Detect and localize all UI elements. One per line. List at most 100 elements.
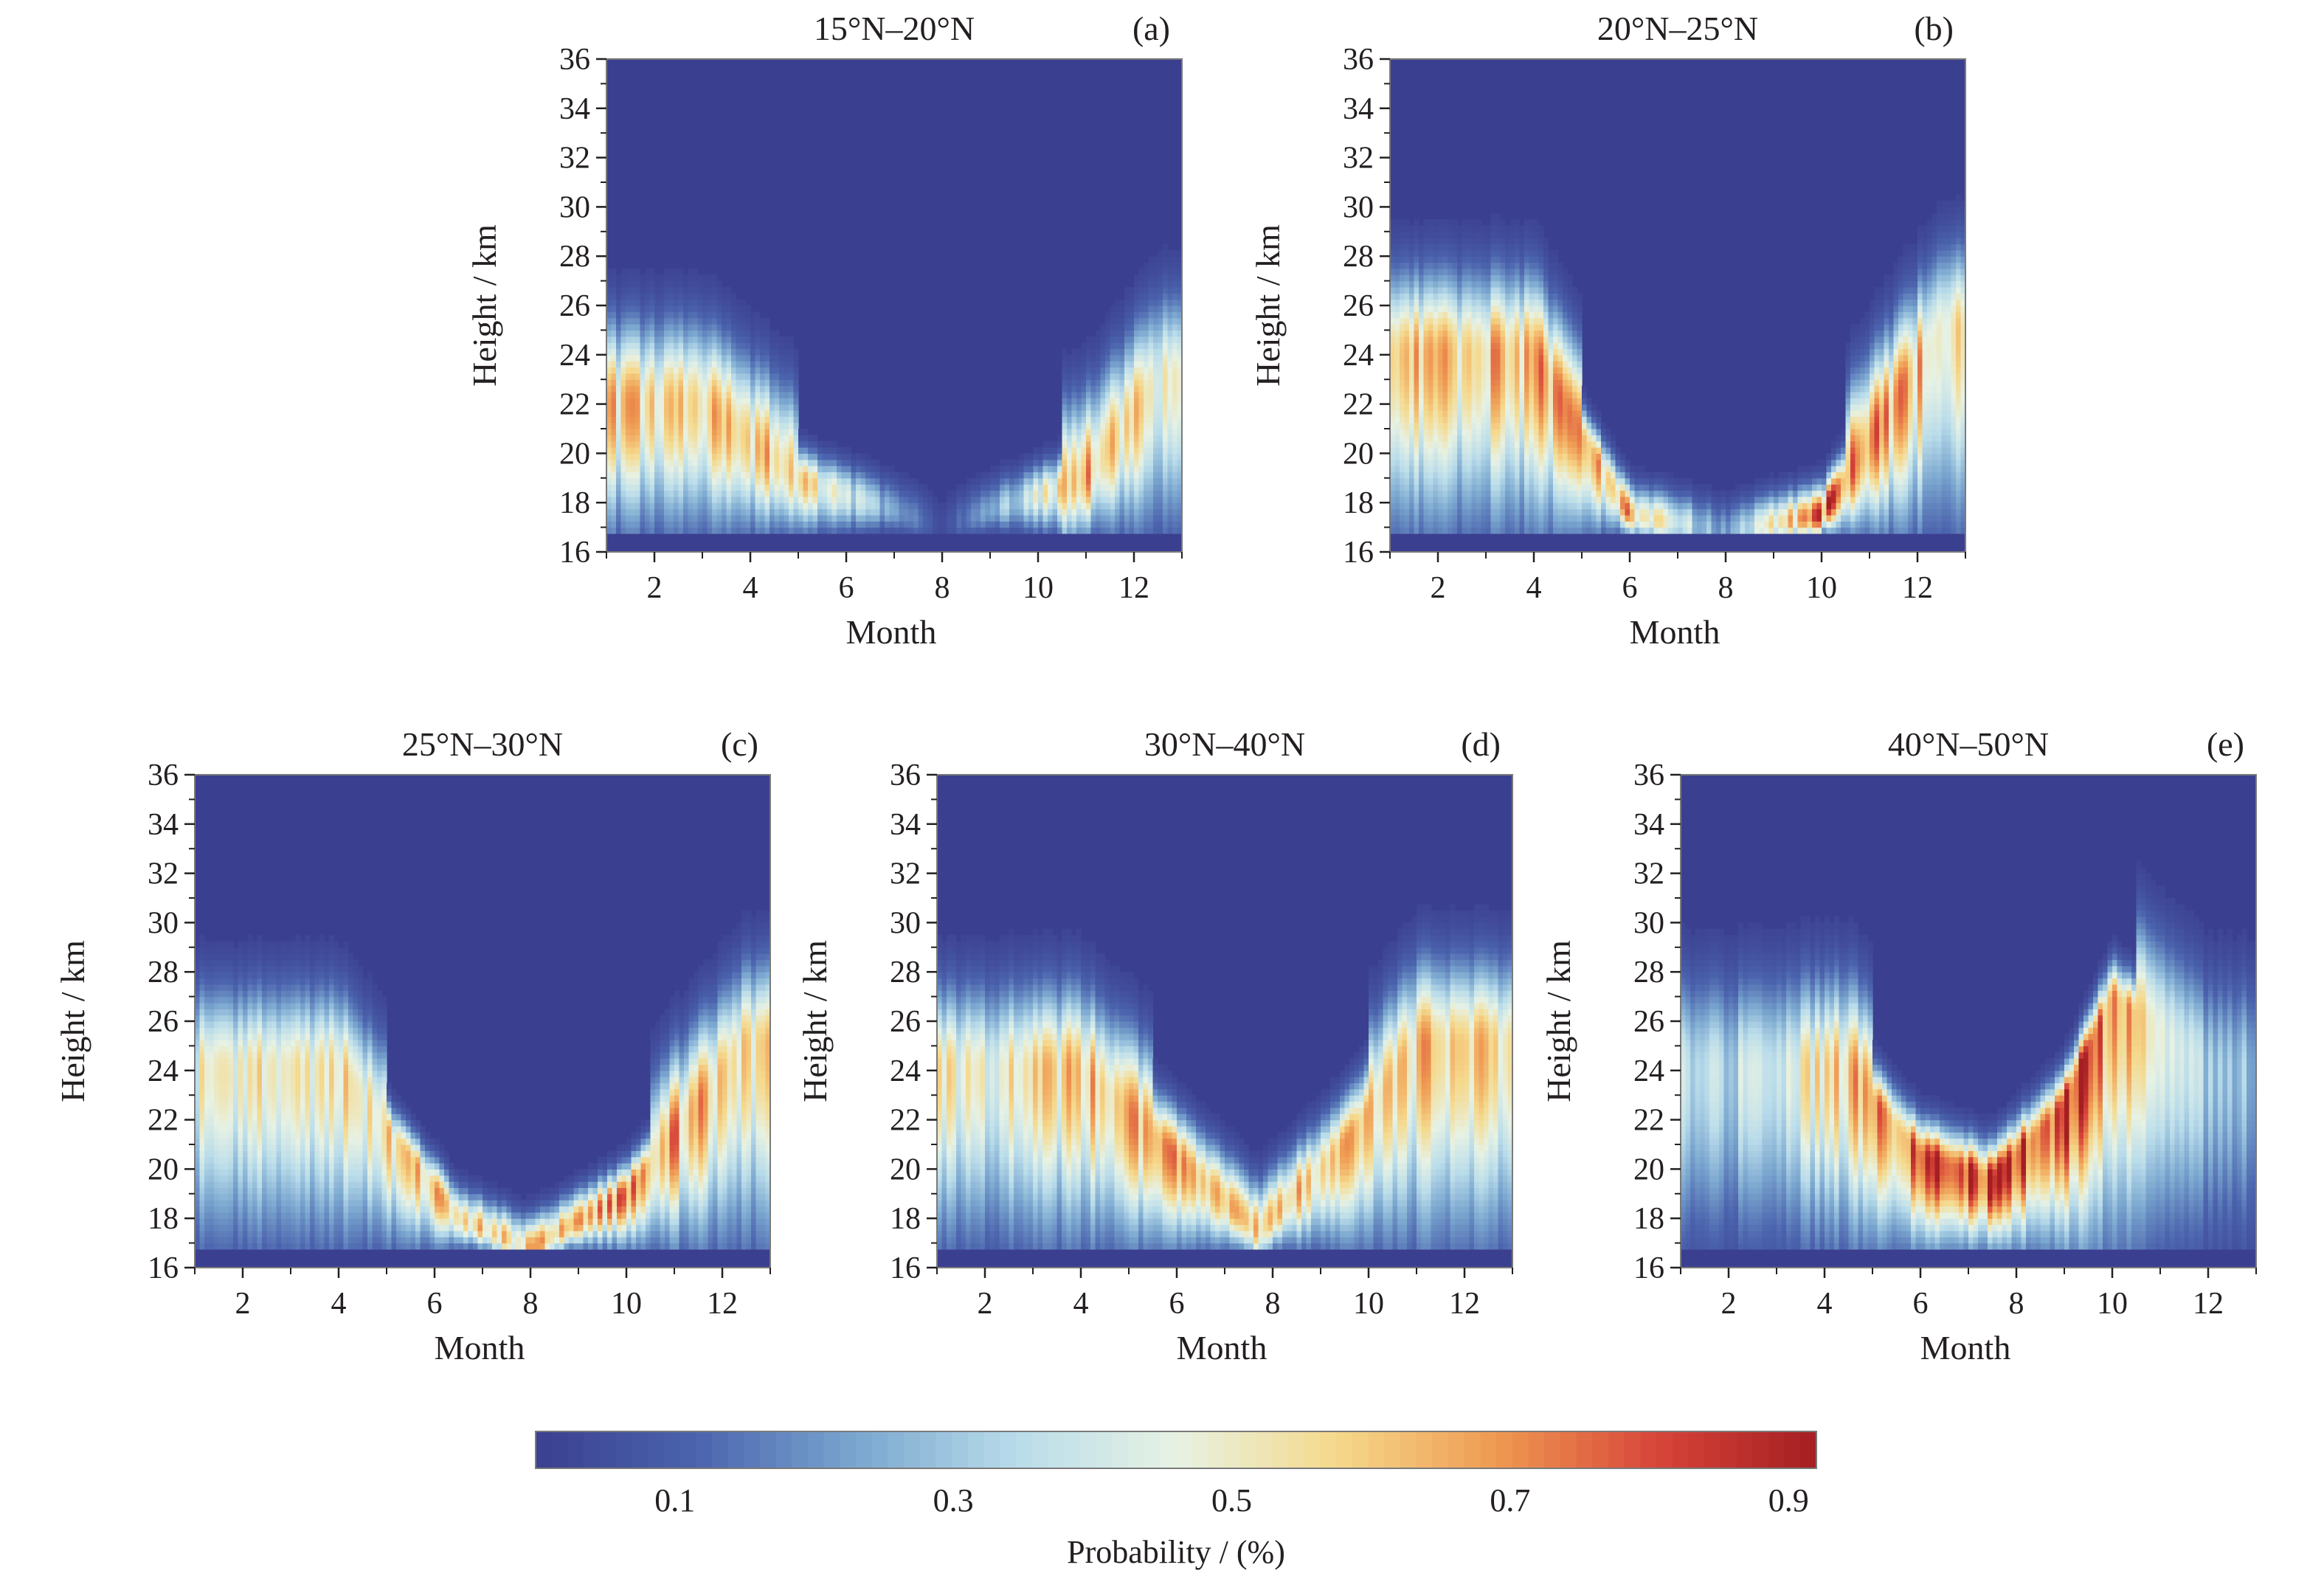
- heatmap-cell: [822, 490, 828, 497]
- heatmap-cell: [1509, 286, 1515, 294]
- heatmap-cell: [760, 324, 766, 331]
- heatmap-cell: [726, 521, 732, 528]
- heatmap-cell: [1423, 440, 1429, 448]
- heatmap-cell: [693, 466, 699, 473]
- heatmap-cell: [1014, 502, 1020, 510]
- heatmap-cell: [1524, 385, 1530, 393]
- heatmap-cell: [1134, 336, 1140, 343]
- heatmap-cell: [1052, 447, 1058, 454]
- heatmap-cell: [1134, 324, 1140, 331]
- heatmap-cell: [1433, 527, 1439, 534]
- heatmap-cell: [1129, 471, 1135, 479]
- heatmap-cell: [1409, 280, 1415, 288]
- heatmap-cell: [712, 453, 718, 460]
- heatmap-cell: [1038, 453, 1044, 460]
- heatmap-cell: [1100, 367, 1106, 374]
- heatmap-cell: [626, 490, 632, 497]
- heatmap-cell: [1086, 502, 1092, 510]
- heatmap-cell: [1409, 477, 1415, 485]
- heatmap-cell: [630, 286, 636, 294]
- heatmap-cell: [1529, 299, 1535, 306]
- heatmap-cell: [1124, 367, 1130, 374]
- heatmap-cell: [1158, 453, 1163, 460]
- heatmap-cell: [956, 521, 962, 528]
- heatmap-cell: [1529, 305, 1535, 312]
- heatmap-cell: [923, 508, 929, 516]
- heatmap-cell: [1409, 435, 1415, 442]
- heatmap-cell: [745, 490, 751, 497]
- heatmap-cell: [1423, 527, 1429, 534]
- heatmap-cell: [649, 293, 655, 300]
- heatmap-cell: [654, 404, 660, 411]
- heatmap-cell: [1524, 280, 1530, 288]
- heatmap-cell: [1042, 502, 1048, 510]
- heatmap-cell: [1148, 496, 1154, 503]
- heatmap-cell: [1172, 280, 1178, 288]
- heatmap-cell: [1438, 311, 1444, 319]
- heatmap-cell: [1495, 477, 1501, 485]
- heatmap-cell: [1394, 429, 1400, 435]
- heatmap-cell: [1100, 391, 1106, 398]
- heatmap-cell: [750, 466, 756, 473]
- heatmap-cell: [1390, 508, 1396, 516]
- heatmap-cell: [1138, 391, 1144, 398]
- heatmap-cell: [697, 361, 703, 368]
- heatmap-cell: [1033, 484, 1039, 491]
- heatmap-cell: [1134, 286, 1140, 294]
- heatmap-cell: [1538, 348, 1544, 356]
- heatmap-cell: [1138, 440, 1144, 448]
- heatmap-cell: [1004, 502, 1010, 510]
- heatmap-cell: [611, 348, 617, 356]
- heatmap-cell: [1071, 348, 1077, 356]
- heatmap-cell: [774, 484, 780, 491]
- heatmap-cell: [1086, 484, 1092, 491]
- heatmap-cell: [1115, 379, 1121, 387]
- heatmap-cell: [1115, 317, 1121, 325]
- heatmap-cell: [1486, 225, 1492, 232]
- heatmap-cell: [1476, 219, 1482, 227]
- heatmap-cell: [750, 508, 756, 516]
- heatmap-cell: [707, 521, 713, 528]
- heatmap-cell: [1419, 416, 1425, 424]
- heatmap-cell: [683, 471, 689, 479]
- heatmap-cell: [678, 367, 684, 374]
- heatmap-cell: [1448, 477, 1453, 485]
- heatmap-cell: [1519, 280, 1525, 288]
- heatmap-cell: [620, 459, 626, 466]
- heatmap-cell: [1481, 484, 1487, 491]
- heatmap-cell: [1515, 398, 1521, 405]
- heatmap-cell: [923, 490, 929, 497]
- heatmap-cell: [626, 527, 632, 534]
- heatmap-cell: [995, 484, 1000, 491]
- heatmap-cell: [741, 459, 747, 466]
- heatmap-cell: [1490, 280, 1496, 288]
- heatmap-cell: [1423, 367, 1429, 374]
- heatmap-cell: [683, 521, 689, 528]
- heatmap-cell: [640, 305, 646, 312]
- heatmap-cell: [1428, 422, 1434, 429]
- heatmap-cell: [716, 429, 722, 435]
- heatmap-cell: [1442, 311, 1448, 319]
- heatmap-cell: [1538, 280, 1544, 288]
- heatmap-cell: [1163, 280, 1169, 288]
- heatmap-cell: [1419, 440, 1425, 448]
- heatmap-cell: [1423, 477, 1429, 485]
- heatmap-cell: [640, 280, 646, 288]
- heatmap-cell: [1428, 471, 1434, 479]
- heatmap-cell: [674, 453, 679, 460]
- heatmap-cell: [750, 429, 756, 435]
- heatmap-cell: [798, 447, 804, 454]
- heatmap-cell: [1129, 496, 1135, 503]
- heatmap-cell: [1163, 311, 1169, 319]
- heatmap-cell: [933, 502, 938, 510]
- heatmap-cell: [1538, 471, 1544, 479]
- heatmap-cell: [722, 293, 727, 300]
- heatmap-cell: [1124, 299, 1130, 306]
- heatmap-cell: [1124, 435, 1130, 442]
- heatmap-cell: [630, 391, 636, 398]
- heatmap-cell: [808, 514, 814, 522]
- heatmap-cell: [1394, 447, 1400, 454]
- heatmap-cell: [1105, 354, 1111, 362]
- heatmap-cell: [1495, 268, 1501, 275]
- heatmap-cell: [1524, 354, 1530, 362]
